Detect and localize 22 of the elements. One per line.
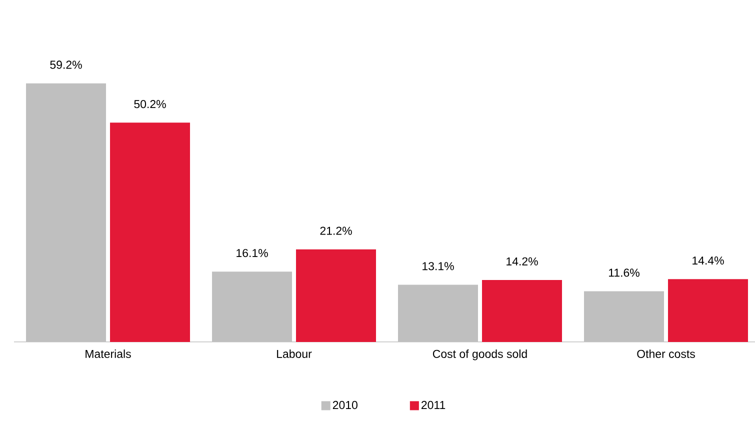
data-label: 13.1% (422, 262, 454, 270)
bar (212, 272, 292, 342)
bar (296, 249, 376, 342)
x-tick-label: Cost of goods sold (432, 350, 527, 360)
bar (584, 291, 664, 342)
x-tick-label: Materials (86, 350, 131, 358)
legend-label: 2010 (332, 400, 358, 410)
data-label: 16.1% (236, 248, 268, 258)
data-label: 21.2% (320, 226, 352, 235)
bar (398, 284, 478, 342)
data-label: 11.6% (609, 268, 640, 277)
data-label: 59.2% (50, 60, 82, 69)
bar (482, 280, 562, 342)
bar (668, 279, 748, 342)
bar (110, 122, 190, 342)
data-label: 14.2% (506, 257, 538, 266)
data-label: 14.4% (692, 256, 724, 265)
legend-label: 2011 (422, 400, 446, 410)
x-tick-label: Labour (277, 350, 312, 358)
data-label: 50.2% (134, 100, 166, 108)
bar (26, 83, 106, 342)
x-tick-label: Other costs (637, 350, 695, 358)
